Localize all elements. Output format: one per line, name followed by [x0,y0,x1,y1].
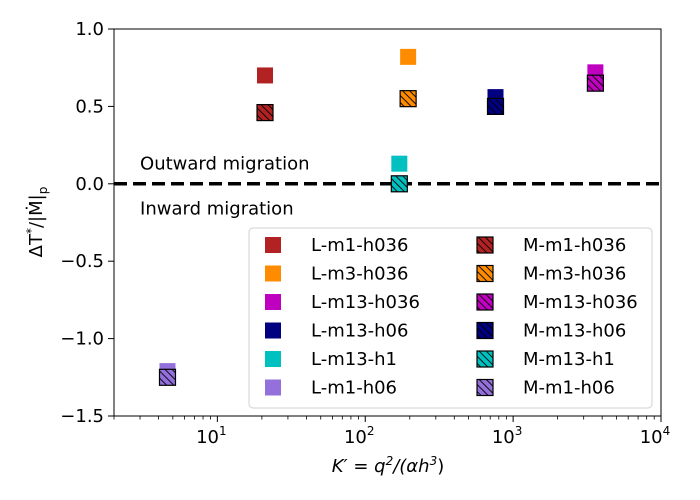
legend-marker-L-m3-h036 [265,265,281,282]
legend-label-M-m3-h036: M-m3-h036 [523,264,626,285]
marker-M-m1-h06 [158,368,177,386]
y-tick-label: 1.0 [75,19,104,40]
legend-marker-L-m1-h06 [265,379,281,396]
legend-label-L-m13-h06: L-m13-h06 [311,321,408,342]
marker-L-m1-h036 [257,67,274,84]
x-axis-label-lhs: K′ = q [332,456,386,477]
legend-label-L-m13-h1: L-m13-h1 [311,349,397,370]
x-axis-label-mid: /(αh [391,456,429,477]
y-tick-label: −1.0 [60,329,104,350]
legend-marker-L-m13-h06 [265,322,281,339]
x-axis-label: K′ = q2/(αh3) [332,454,445,477]
legend-marker-M-m1-h036 [476,236,494,254]
marker-M-m1-h036 [256,103,274,122]
y-tick-label: −0.5 [60,251,104,272]
x-axis-label-end: ) [437,456,444,477]
legend-marker-L-m1-h036 [265,237,281,253]
legend-label-L-m3-h036: L-m3-h036 [311,264,408,285]
legend-marker-M-m13-h1 [476,350,494,368]
marker-L-m3-h036 [400,48,417,65]
y-axis-label: ΔT*/|Ṁ|p [24,187,50,258]
legend-marker-L-m13-h036 [265,294,281,310]
y-axis-label-star: * [24,228,38,234]
annotation-outward-migration: Outward migration [140,154,310,175]
y-axis-label-num: ΔT [26,233,47,257]
marker-M-m13-h06 [486,97,505,116]
legend-box [248,227,653,409]
legend-label-M-m13-h1: M-m13-h1 [523,349,615,370]
legend-marker-L-m13-h1 [265,351,281,367]
annotation-inward-migration: Inward migration [140,199,294,220]
legend-label-L-m1-h06: L-m1-h06 [311,378,397,399]
x-axis-label-exp2: 3 [430,454,438,468]
y-tick-label: 0.5 [75,96,104,117]
plot-area: Outward migration Inward migration [114,48,661,386]
axes-frame [113,28,662,417]
y-axis-label-sub: p [36,187,50,195]
marker-L-m13-h1 [391,155,408,172]
legend-marker-M-m13-h06 [476,321,494,340]
legend-marker-M-m3-h036 [476,264,494,283]
x-tick-label: 102 [344,424,375,448]
legend-label-M-m13-h06: M-m13-h06 [523,321,626,342]
legend: L-m1-h036 L-m3-h036 L-m13-h036 L-m13-h06 L-m… [248,227,653,409]
legend-label-L-m1-h036: L-m1-h036 [311,235,408,256]
marker-M-m13-h1 [390,175,408,193]
y-tick-label: −1.5 [60,406,104,427]
marker-M-m3-h036 [399,90,417,108]
y-axis-label-den: /|Ṁ| [26,194,47,228]
axes: 1.0 0.5 0.0 −0.5 −1.0 −1.5 101 102 103 104 [60,19,670,448]
x-axis-label-exp1: 2 [386,454,394,468]
x-tick-label: 101 [196,424,227,448]
legend-marker-M-m1-h06 [476,378,494,397]
legend-label-L-m13-h036: L-m13-h036 [311,292,420,313]
x-tick-label: 104 [640,424,671,448]
y-tick-label: 0.0 [75,174,104,195]
marker-M-m13-h036 [586,74,604,92]
x-tick-label: 103 [492,424,523,448]
legend-label-M-m1-h06: M-m1-h06 [523,378,615,399]
legend-marker-M-m13-h036 [476,293,494,311]
legend-label-M-m1-h036: M-m1-h036 [523,235,626,256]
legend-label-M-m13-h036: M-m13-h036 [523,292,638,313]
